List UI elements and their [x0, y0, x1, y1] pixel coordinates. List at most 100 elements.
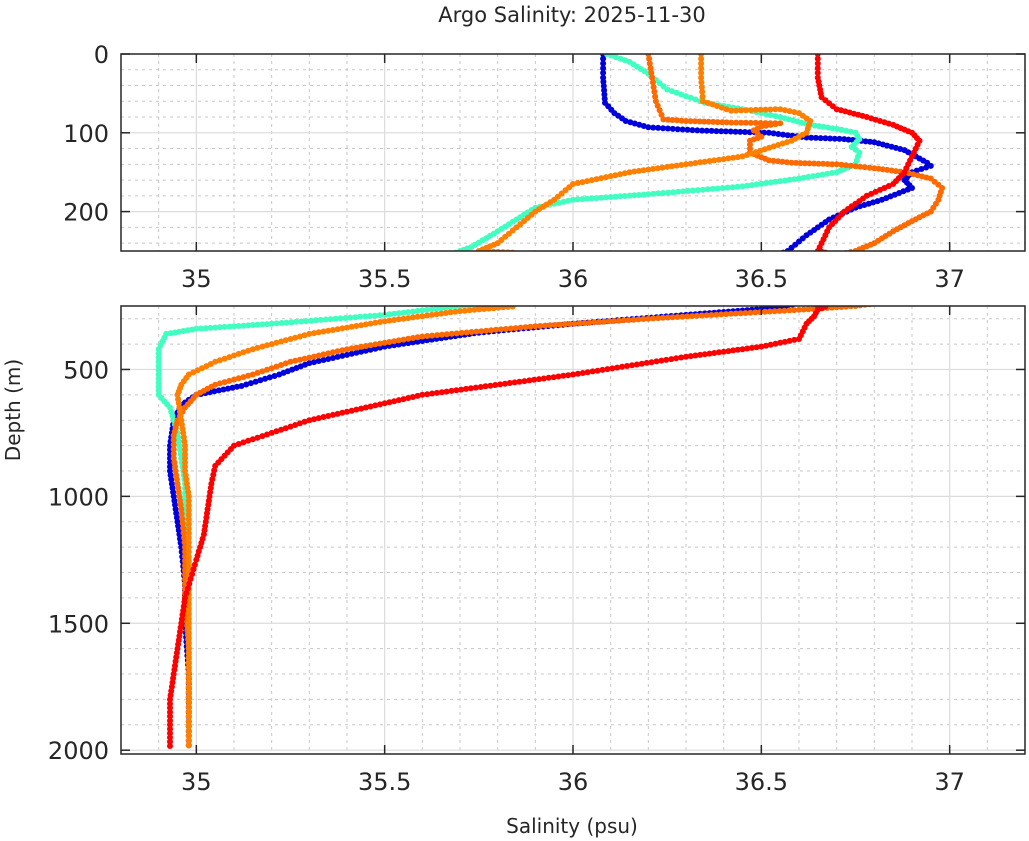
data-point — [202, 325, 209, 332]
data-point — [552, 322, 558, 328]
data-point — [386, 399, 393, 406]
data-point — [185, 732, 192, 739]
data-point — [696, 118, 703, 125]
data-point — [259, 433, 266, 440]
data-point — [786, 176, 793, 183]
data-point — [651, 88, 658, 95]
data-point — [812, 134, 819, 141]
data-point — [796, 336, 802, 342]
data-point — [565, 372, 572, 379]
data-point — [298, 318, 305, 325]
data-point — [278, 362, 285, 368]
data-point — [643, 359, 650, 366]
data-point — [620, 317, 627, 324]
data-point — [185, 525, 192, 532]
data-point — [178, 510, 185, 517]
data-point — [288, 319, 295, 326]
data-point — [352, 314, 359, 321]
data-point — [584, 369, 591, 376]
data-point — [607, 173, 614, 180]
data-point — [612, 172, 619, 179]
data-point — [692, 160, 699, 166]
data-point — [435, 256, 441, 262]
data-point — [249, 436, 256, 443]
data-point — [847, 162, 854, 169]
data-point — [438, 306, 445, 312]
data-point — [800, 174, 807, 181]
data-point — [301, 332, 308, 339]
data-point — [339, 347, 346, 354]
data-point — [733, 119, 740, 126]
data-point — [357, 313, 364, 320]
data-point — [220, 386, 227, 393]
data-point — [391, 317, 398, 323]
data-point — [185, 502, 192, 509]
y-tick-label: 0 — [94, 41, 109, 69]
series-float-red — [814, 54, 923, 251]
data-point — [226, 377, 233, 384]
data-point — [185, 493, 192, 500]
data-point — [704, 186, 711, 193]
data-point — [155, 383, 162, 390]
data-point — [487, 382, 494, 389]
data-point — [231, 352, 237, 359]
data-point — [185, 683, 192, 690]
data-point — [185, 693, 192, 700]
data-point — [747, 119, 754, 126]
data-point — [334, 326, 341, 333]
data-point — [414, 308, 421, 314]
data-point — [409, 339, 416, 346]
data-point — [266, 374, 273, 381]
data-point — [337, 315, 344, 322]
data-point — [185, 615, 192, 622]
data-point — [490, 306, 497, 312]
data-point — [621, 170, 628, 177]
data-point — [476, 259, 482, 265]
data-point — [466, 307, 473, 314]
data-point — [826, 295, 832, 301]
data-point — [601, 318, 608, 325]
data-point — [805, 258, 811, 264]
data-point — [362, 321, 369, 328]
data-point — [645, 191, 652, 198]
data-point — [348, 323, 355, 330]
data-point — [185, 544, 192, 551]
data-point — [215, 387, 222, 394]
data-point — [815, 160, 822, 167]
data-point — [772, 253, 778, 259]
data-point — [386, 339, 393, 345]
data-point — [829, 253, 835, 259]
data-point — [600, 65, 607, 72]
data-point — [481, 306, 487, 312]
data-point — [669, 125, 676, 132]
data-point — [647, 65, 654, 72]
data-point — [836, 135, 843, 142]
data-point — [631, 192, 638, 199]
data-point — [185, 654, 192, 661]
data-point — [395, 316, 402, 323]
data-point — [718, 128, 725, 135]
data-point — [268, 365, 275, 372]
data-point — [182, 459, 188, 466]
data-point — [697, 159, 704, 166]
x-tick-label: 37 — [934, 265, 965, 293]
data-point — [482, 299, 488, 305]
data-point — [703, 127, 710, 134]
data-point — [216, 357, 223, 364]
data-point — [231, 323, 237, 330]
data-point — [259, 368, 266, 375]
data-point — [625, 317, 632, 323]
data-point — [467, 261, 473, 267]
data-point — [820, 255, 826, 261]
data-point — [367, 342, 374, 349]
data-point — [493, 326, 499, 333]
data-point — [774, 158, 781, 165]
data-point — [771, 308, 778, 315]
data-point — [193, 556, 200, 563]
data-point — [409, 308, 416, 315]
data-point — [507, 325, 514, 332]
data-point — [500, 306, 507, 311]
data-point — [753, 344, 760, 351]
data-point — [838, 126, 845, 133]
data-point — [692, 118, 698, 125]
